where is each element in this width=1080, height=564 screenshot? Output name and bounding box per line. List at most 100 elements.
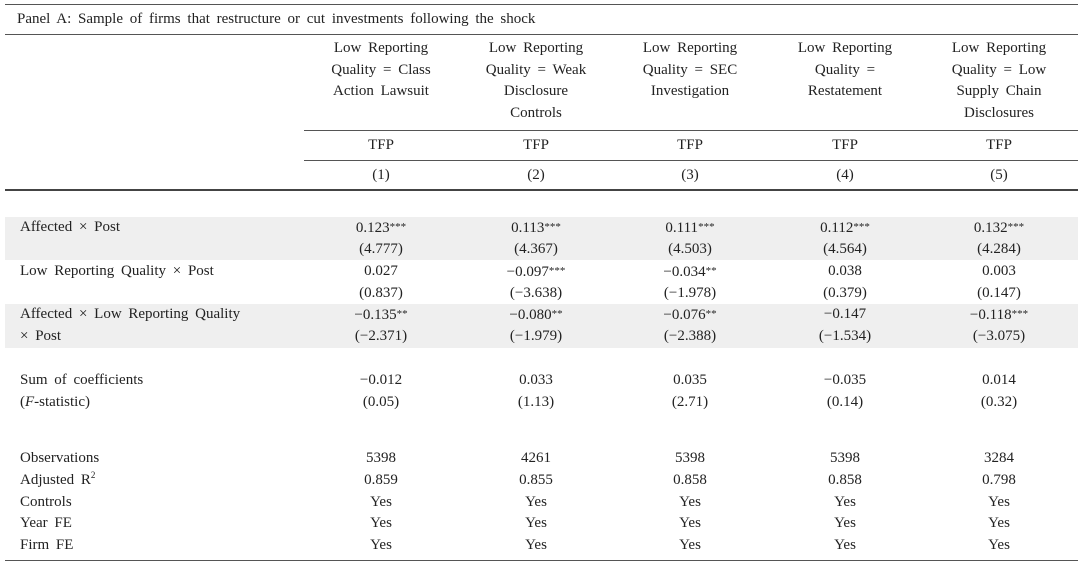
significance-stars: *** <box>548 265 566 277</box>
table-cell: −0.034** <box>663 264 717 280</box>
column-number: (1) <box>372 167 390 183</box>
column-header-line: Controls <box>510 105 562 122</box>
table-cell: 0.112*** <box>820 220 870 236</box>
table-cell: −0.080** <box>509 307 563 323</box>
table-cell: −0.076** <box>663 307 717 323</box>
significance-stars: ** <box>705 308 717 320</box>
row-label: (F-statistic) <box>20 394 90 410</box>
row-label: Year FE <box>20 515 72 531</box>
table-cell: Yes <box>988 515 1010 531</box>
table-cell: (−1.534) <box>818 328 872 344</box>
column-number: (2) <box>527 167 545 183</box>
table-cell: Yes <box>679 537 701 553</box>
table-cell: (4.777) <box>359 241 403 257</box>
table-cell: Yes <box>525 515 547 531</box>
column-header: Low Reporting Quality = SEC Investigation <box>613 38 767 103</box>
table-cell: 5398 <box>675 450 705 466</box>
shaded-band <box>5 304 1078 348</box>
dependent-variable: TFP <box>368 137 394 153</box>
column-header-line: Action Lawsuit <box>333 83 429 100</box>
column-header: Low Reporting Quality = Low Supply Chain Di… <box>922 38 1076 125</box>
dependent-variable: TFP <box>832 137 858 153</box>
table-cell: −0.035 <box>823 372 867 388</box>
table-cell: 5398 <box>366 450 396 466</box>
row-label: Affected × Low Reporting Quality <box>20 306 241 322</box>
column-header-line: Low Reporting <box>797 40 893 56</box>
table-cell: Yes <box>370 494 392 510</box>
row-label: Controls <box>20 494 72 510</box>
column-header-line: Low Reporting <box>642 40 738 56</box>
significance-stars: ** <box>396 308 408 320</box>
table-cell: Yes <box>370 515 392 531</box>
column-header-line: Quality = <box>814 61 876 78</box>
significance-stars: ** <box>705 265 717 277</box>
row-label: Firm FE <box>20 537 74 553</box>
table-cell: 0.038 <box>828 263 862 279</box>
table-cell: Yes <box>834 494 856 510</box>
shaded-band <box>5 217 1078 260</box>
table-cell: (4.284) <box>977 241 1021 257</box>
column-header-line: Low Reporting <box>951 40 1047 56</box>
table-cell: 0.111*** <box>665 220 715 236</box>
depvar-rule <box>304 160 1078 161</box>
header-bottom-rule <box>5 189 1078 191</box>
column-header: Low Reporting Quality = Weak Disclosure Con… <box>459 38 613 125</box>
table-cell: 0.035 <box>673 372 707 388</box>
table-cell: 0.858 <box>828 472 862 488</box>
table-cell: (4.564) <box>823 241 867 257</box>
table-cell: Yes <box>834 537 856 553</box>
table-cell: (4.367) <box>514 241 558 257</box>
table-cell: (−2.371) <box>354 328 408 344</box>
significance-stars: *** <box>853 221 870 233</box>
table-cell: (−1.978) <box>663 285 717 301</box>
table-cell: (1.13) <box>517 394 555 410</box>
top-rule <box>5 4 1078 5</box>
dependent-variable: TFP <box>677 137 703 153</box>
table-cell: Yes <box>834 515 856 531</box>
significance-stars: *** <box>698 221 715 233</box>
table-cell: (0.147) <box>977 285 1021 301</box>
row-label: Low Reporting Quality × Post <box>20 263 214 279</box>
table-cell: 0.859 <box>364 472 398 488</box>
row-label: Observations <box>20 450 100 466</box>
table-cell: Yes <box>988 494 1010 510</box>
significance-stars: *** <box>1007 221 1025 233</box>
table-cell: −0.147 <box>823 306 867 322</box>
column-header-line: Low Reporting <box>333 40 429 56</box>
table-cell: (4.503) <box>668 241 712 257</box>
column-header-line: Disclosure <box>503 83 569 100</box>
column-header-line: Quality = Class <box>331 61 431 78</box>
panel-title: Panel A: Sample of firms that restructur… <box>17 11 536 27</box>
column-header-line: Quality = Weak <box>485 61 587 78</box>
table-cell: 0.113*** <box>511 220 561 236</box>
column-header-line: Disclosures <box>964 105 1034 122</box>
table-cell: Yes <box>370 537 392 553</box>
table-cell: 0.123*** <box>355 220 407 236</box>
table-cell: −0.012 <box>359 372 403 388</box>
table-cell: 0.855 <box>519 472 553 488</box>
table-cell: (0.837) <box>359 285 403 301</box>
row-label: × Post <box>20 328 62 344</box>
title-rule <box>5 34 1078 35</box>
column-header: Low Reporting Quality = Class Action Lawsu… <box>304 38 458 103</box>
column-header-line: Restatement <box>807 83 883 100</box>
column-header-line: Low Reporting <box>488 40 584 56</box>
table-cell: 5398 <box>830 450 860 466</box>
row-label: Adjusted R2 <box>20 470 96 489</box>
row-label: Affected × Post <box>20 219 120 235</box>
table-cell: Yes <box>525 494 547 510</box>
column-number: (4) <box>836 167 854 183</box>
header-rule <box>304 130 1078 131</box>
bottom-rule <box>5 560 1078 561</box>
table-cell: 4261 <box>521 450 551 466</box>
table-cell: (2.71) <box>671 394 709 410</box>
significance-stars: *** <box>544 221 561 233</box>
dependent-variable: TFP <box>986 137 1012 153</box>
row-label: Sum of coefficients <box>20 372 144 388</box>
table-cell: 0.858 <box>673 472 707 488</box>
table-cell: 0.132*** <box>973 220 1025 236</box>
column-number: (3) <box>681 167 699 183</box>
table-cell: −0.097*** <box>506 264 566 280</box>
column-number: (5) <box>990 167 1008 183</box>
table-cell: 0.033 <box>519 372 553 388</box>
